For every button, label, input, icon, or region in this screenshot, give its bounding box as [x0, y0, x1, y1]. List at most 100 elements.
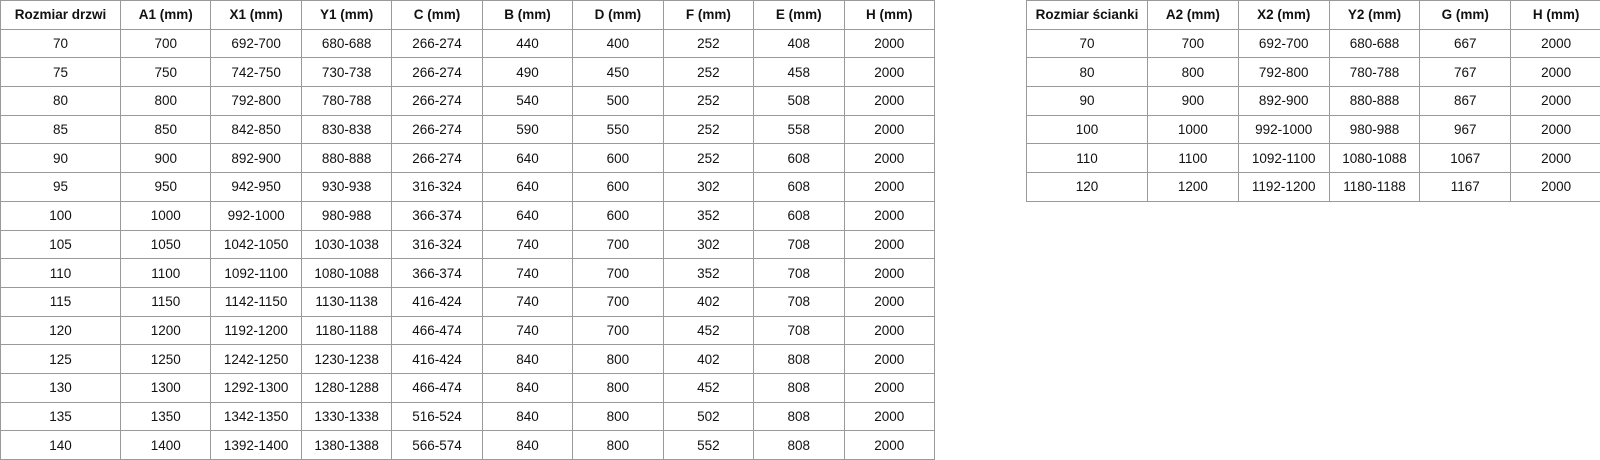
table-cell: 1000: [1147, 114, 1239, 145]
column-header: Rozmiar drzwi: [0, 0, 121, 30]
table-cell: 2000: [843, 372, 935, 403]
table-cell: 302: [662, 229, 755, 260]
table-cell: 2000: [843, 28, 935, 59]
table-cell: 740: [481, 286, 574, 317]
table-cell: 792-800: [210, 86, 302, 116]
table-cell: 416-424: [391, 344, 483, 374]
table-cell: 402: [662, 286, 755, 317]
table-cell: 2000: [843, 57, 935, 88]
table-cell: 252: [662, 143, 755, 174]
table-cell: 930-938: [300, 172, 393, 202]
table-cell: 600: [572, 200, 664, 231]
column-header: H (mm): [1510, 0, 1600, 30]
column-header: E (mm): [753, 0, 845, 30]
table-cell: 992-1000: [210, 200, 302, 231]
table-cell: 780-788: [1328, 57, 1421, 88]
table-cell: 708: [753, 229, 845, 260]
table-cell: 900: [1147, 86, 1239, 116]
door-size-table: Rozmiar drzwi A1 (mm) X1 (mm) Y1 (mm) C (mm)…: [0, 0, 935, 460]
table-cell: 80: [1026, 57, 1148, 88]
table-cell: 1167: [1419, 172, 1512, 202]
column-header: Y2 (mm): [1328, 0, 1421, 30]
table-cell: 808: [753, 344, 845, 374]
column-header: X1 (mm): [210, 0, 302, 30]
table-cell: 120: [1026, 172, 1148, 202]
table-cell: 252: [662, 57, 755, 88]
table-cell: 800: [572, 430, 664, 460]
table-cell: 700: [572, 258, 664, 288]
table-cell: 75: [0, 57, 121, 88]
table-cell: 452: [662, 372, 755, 403]
table-row: 140 1400 1392-1400 1380-1388 566-574 840 800 55…: [0, 430, 935, 460]
table-cell: 980-988: [1328, 114, 1421, 145]
table-cell: 808: [753, 401, 845, 432]
table-cell: 880-888: [300, 143, 393, 174]
column-header: H (mm): [843, 0, 935, 30]
table-cell: 135: [0, 401, 121, 432]
table-cell: 508: [753, 86, 845, 116]
table-row: 70 700 692-700 680-688 667 2000: [1026, 28, 1600, 59]
column-header: F (mm): [662, 0, 755, 30]
table-cell: 2000: [843, 200, 935, 231]
table-cell: 316-324: [391, 172, 483, 202]
table-cell: 1380-1388: [300, 430, 393, 460]
table-row: 100 1000 992-1000 980-988 967 2000: [1026, 114, 1600, 145]
table-cell: 2000: [1510, 28, 1600, 59]
table-cell: 1292-1300: [210, 372, 302, 403]
table-cell: 90: [1026, 86, 1148, 116]
table-cell: 800: [1147, 57, 1239, 88]
table-cell: 1130-1138: [300, 286, 393, 317]
table-cell: 800: [119, 86, 212, 116]
table-cell: 1350: [119, 401, 212, 432]
table-cell: 90: [0, 143, 121, 174]
table-cell: 640: [481, 172, 574, 202]
table-header-row: Rozmiar ścianki A2 (mm) X2 (mm) Y2 (mm) G (m…: [1026, 0, 1600, 30]
table-cell: 266-274: [391, 28, 483, 59]
table-cell: 1092-1100: [1237, 143, 1330, 174]
table-cell: 2000: [843, 172, 935, 202]
table-row: 130 1300 1292-1300 1280-1288 466-474 840 800 45…: [0, 372, 935, 403]
table-cell: 1342-1350: [210, 401, 302, 432]
table-cell: 502: [662, 401, 755, 432]
column-header: D (mm): [572, 0, 664, 30]
table-row: 105 1050 1042-1050 1030-1038 316-324 740 700 30…: [0, 229, 935, 260]
table-cell: 840: [481, 372, 574, 403]
table-cell: 692-700: [210, 28, 302, 59]
table-row: 115 1150 1142-1150 1130-1138 416-424 740 700 40…: [0, 286, 935, 317]
table-cell: 458: [753, 57, 845, 88]
table-cell: 95: [0, 172, 121, 202]
table-cell: 867: [1419, 86, 1512, 116]
table-cell: 85: [0, 114, 121, 145]
table-cell: 2000: [843, 286, 935, 317]
table-cell: 2000: [843, 86, 935, 116]
table-cell: 590: [481, 114, 574, 145]
table-cell: 740: [481, 315, 574, 346]
table-cell: 800: [572, 372, 664, 403]
table-cell: 1300: [119, 372, 212, 403]
table-cell: 352: [662, 200, 755, 231]
table-cell: 1100: [1147, 143, 1239, 174]
table-cell: 70: [0, 28, 121, 59]
table-cell: 1180-1188: [1328, 172, 1421, 202]
table-row: 85 850 842-850 830-838 266-274 590 550 252 558 20…: [0, 114, 935, 145]
table-cell: 608: [753, 143, 845, 174]
table-cell: 730-738: [300, 57, 393, 88]
table-cell: 700: [119, 28, 212, 59]
table-cell: 850: [119, 114, 212, 145]
table-cell: 2000: [843, 344, 935, 374]
table-row: 75 750 742-750 730-738 266-274 490 450 252 458 20…: [0, 57, 935, 88]
table-cell: 1000: [119, 200, 212, 231]
table-cell: 980-988: [300, 200, 393, 231]
table-cell: 2000: [1510, 114, 1600, 145]
table-cell: 1400: [119, 430, 212, 460]
table-cell: 1042-1050: [210, 229, 302, 260]
table-cell: 1200: [1147, 172, 1239, 202]
table-cell: 452: [662, 315, 755, 346]
table-cell: 830-838: [300, 114, 393, 145]
table-cell: 700: [572, 229, 664, 260]
table-cell: 266-274: [391, 86, 483, 116]
table-cell: 540: [481, 86, 574, 116]
table-row: 135 1350 1342-1350 1330-1338 516-524 840 800 50…: [0, 401, 935, 432]
table-cell: 992-1000: [1237, 114, 1330, 145]
table-cell: 1092-1100: [210, 258, 302, 288]
